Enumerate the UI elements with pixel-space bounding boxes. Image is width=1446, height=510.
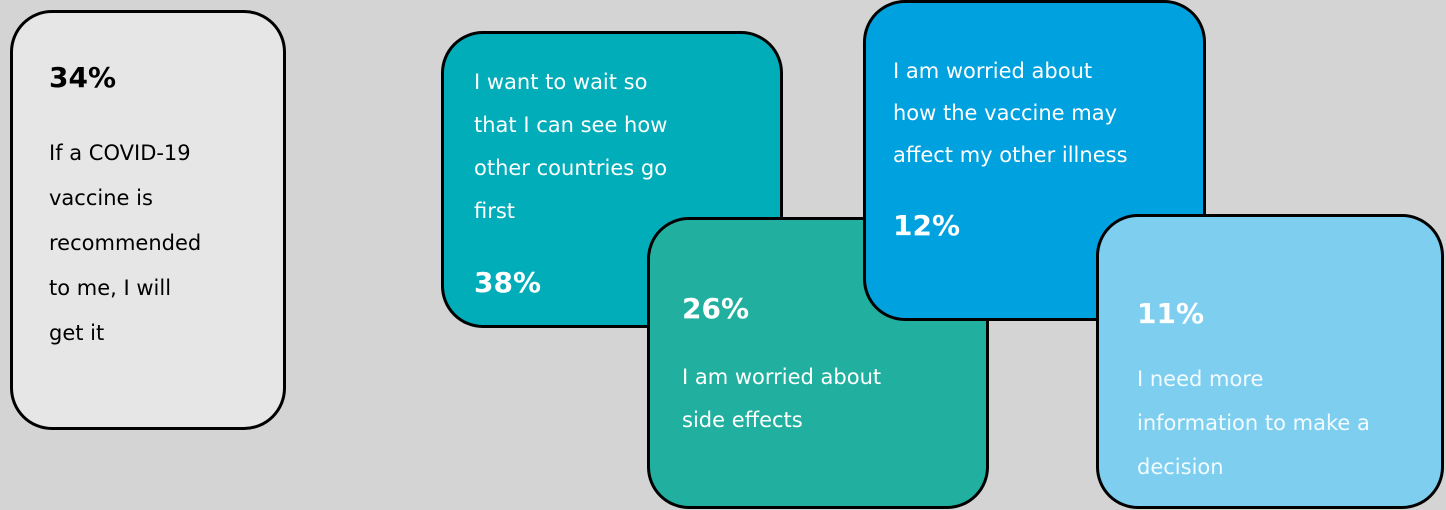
text-line: other countries go — [474, 156, 668, 180]
text-line: I want to wait so — [474, 70, 648, 94]
text-line: I am worried about — [682, 365, 882, 389]
percent: 34% — [49, 61, 117, 94]
text-line: affect my other illness — [893, 143, 1128, 167]
percent: 38% — [474, 266, 542, 299]
text-line: get it — [49, 321, 105, 345]
text-line: I need more — [1137, 367, 1264, 391]
card: 11% I need more information to make a decis… — [1096, 214, 1444, 509]
text-line: information to make a — [1137, 411, 1370, 435]
text-line: If a COVID-19 — [49, 141, 191, 165]
text-line: first — [474, 199, 516, 223]
text-line: recommended — [49, 231, 202, 255]
text-line: that I can see how — [474, 113, 668, 137]
percent: 12% — [893, 209, 961, 242]
text-line: side effects — [682, 408, 803, 432]
text-line: vaccine is — [49, 186, 153, 210]
text-line: decision — [1137, 455, 1224, 479]
text-line: I am worried about — [893, 59, 1093, 83]
text-line: to me, I will — [49, 276, 172, 300]
card: 34% If a COVID-19 vaccine is recommended to … — [10, 10, 286, 430]
percent: 26% — [682, 292, 750, 325]
text-line: how the vaccine may — [893, 101, 1118, 125]
percent: 11% — [1137, 297, 1205, 330]
